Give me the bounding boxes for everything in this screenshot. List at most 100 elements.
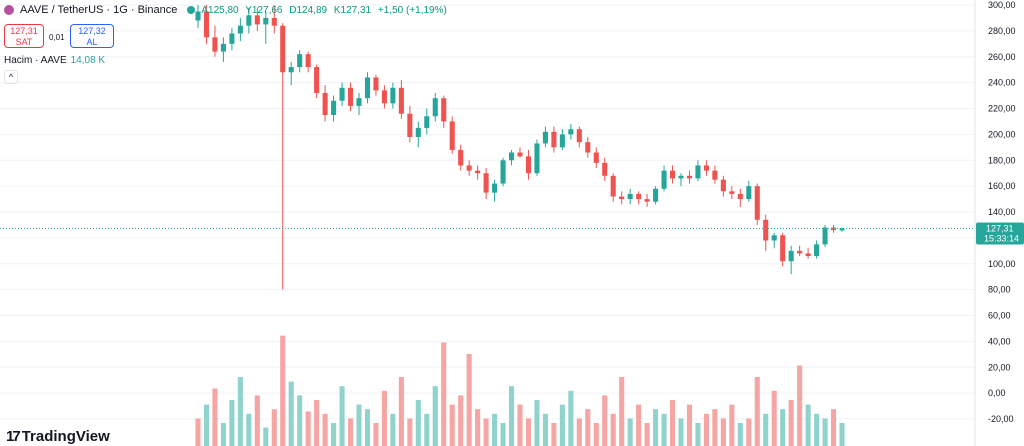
candle-body: [542, 131, 548, 144]
candle-body: [636, 193, 642, 200]
candle-body: [483, 173, 489, 193]
volume-bar: [797, 365, 803, 446]
volume-value: 14,08 K: [70, 55, 106, 66]
volume-bar: [644, 423, 650, 446]
candle-body: [280, 25, 286, 73]
candle-body: [322, 92, 328, 115]
candle-body: [771, 235, 777, 241]
volume-label: Hacim · AAVE: [4, 55, 67, 66]
candle-body: [695, 165, 701, 179]
symbol-title[interactable]: AAVE / TetherUS · 1G · Binance: [20, 4, 178, 16]
volume-bar: [653, 409, 659, 446]
tradingview-logo[interactable]: 17 TradingView: [6, 428, 110, 445]
volume-bar: [271, 409, 277, 446]
volume-bar: [492, 413, 498, 446]
candle-body: [610, 175, 616, 197]
candle-body: [339, 87, 345, 101]
y-axis-label: 280,00: [988, 26, 1016, 36]
volume-bar: [661, 413, 667, 446]
low-value: D124,89: [289, 4, 328, 16]
volume-bar: [305, 411, 311, 446]
close-value: K127,31: [333, 4, 372, 16]
volume-bar: [771, 390, 777, 446]
volume-legend[interactable]: Hacim · AAVE 14,08 K: [4, 55, 105, 66]
volume-bar: [805, 404, 811, 446]
volume-bar: [424, 413, 430, 446]
last-price-value: 127,31: [986, 223, 1014, 233]
candle-body: [314, 67, 320, 93]
volume-bar: [356, 404, 362, 446]
candle-body: [830, 227, 837, 231]
sell-button[interactable]: 127,31 SAT: [4, 24, 44, 48]
candle-body: [364, 77, 371, 99]
volume-bar: [229, 400, 235, 446]
spread-value: 0,01: [49, 33, 65, 42]
volume-bar: [568, 390, 574, 446]
candle-body: [559, 134, 565, 148]
volume-bar: [237, 377, 243, 446]
candle-body: [288, 67, 294, 73]
y-axis-label: 220,00: [988, 104, 1016, 114]
volume-bar: [483, 418, 489, 446]
volume-bar: [432, 386, 438, 446]
volume-bar: [288, 381, 294, 446]
candle-body: [246, 15, 252, 26]
volume-bar: [441, 342, 447, 446]
volume-bar: [314, 400, 320, 446]
candle-body: [458, 149, 464, 166]
last-price-badge: [976, 222, 1024, 245]
y-axis-label: 240,00: [988, 78, 1016, 88]
candle-body: [720, 179, 726, 192]
candle-body: [644, 199, 650, 202]
volume-bar: [517, 404, 523, 446]
volume-bar: [610, 413, 616, 446]
y-axis-label: 60,00: [988, 311, 1011, 321]
candle-body: [703, 165, 709, 171]
market-status-icon: [187, 6, 196, 14]
candle-body: [712, 170, 718, 180]
volume-bar: [746, 418, 752, 446]
candle-body: [373, 77, 379, 91]
candle-body: [517, 152, 523, 157]
volume-bar: [686, 404, 693, 446]
candle-body: [195, 11, 201, 21]
candle-body: [686, 175, 693, 179]
chart-header: AAVE / TetherUS · 1G · Binance A125,80 Y…: [4, 4, 451, 16]
volume-bar: [602, 395, 608, 446]
volume-bar: [551, 423, 557, 446]
volume-bar: [754, 377, 760, 446]
candle-body: [492, 183, 498, 193]
logo-text: TradingView: [21, 428, 110, 445]
candle-body: [263, 17, 269, 25]
volume-bar: [559, 404, 565, 446]
candle-body: [237, 25, 243, 34]
y-axis-label: 80,00: [988, 285, 1011, 295]
volume-bar: [263, 427, 269, 446]
candle-body: [347, 87, 354, 106]
volume-bar: [678, 418, 684, 446]
volume-bar: [398, 377, 404, 446]
volume-bar: [373, 423, 379, 446]
y-axis-label: 0,00: [988, 388, 1006, 398]
y-axis-label: 160,00: [988, 181, 1016, 191]
volume-bar: [195, 418, 201, 446]
y-axis-label: 200,00: [988, 129, 1016, 139]
collapse-chevron-icon[interactable]: ^: [4, 70, 18, 84]
candle-body: [805, 253, 811, 257]
countdown-value: 15:33:14: [984, 233, 1019, 243]
candle-body: [466, 165, 472, 171]
volume-bar: [339, 386, 345, 446]
y-axis-label: 260,00: [988, 52, 1016, 62]
candle-body: [593, 152, 599, 163]
volume-bar: [619, 377, 625, 446]
volume-bar: [636, 404, 642, 446]
tradingview-logo-icon: 17: [6, 428, 21, 445]
volume-bar: [585, 409, 591, 446]
volume-bar: [576, 418, 582, 446]
volume-bar: [669, 400, 676, 446]
y-axis-label: -20,00: [988, 414, 1014, 424]
volume-bar: [280, 335, 286, 446]
buy-button[interactable]: 127,32 AL: [70, 24, 114, 48]
y-axis-label: 140,00: [988, 207, 1016, 217]
